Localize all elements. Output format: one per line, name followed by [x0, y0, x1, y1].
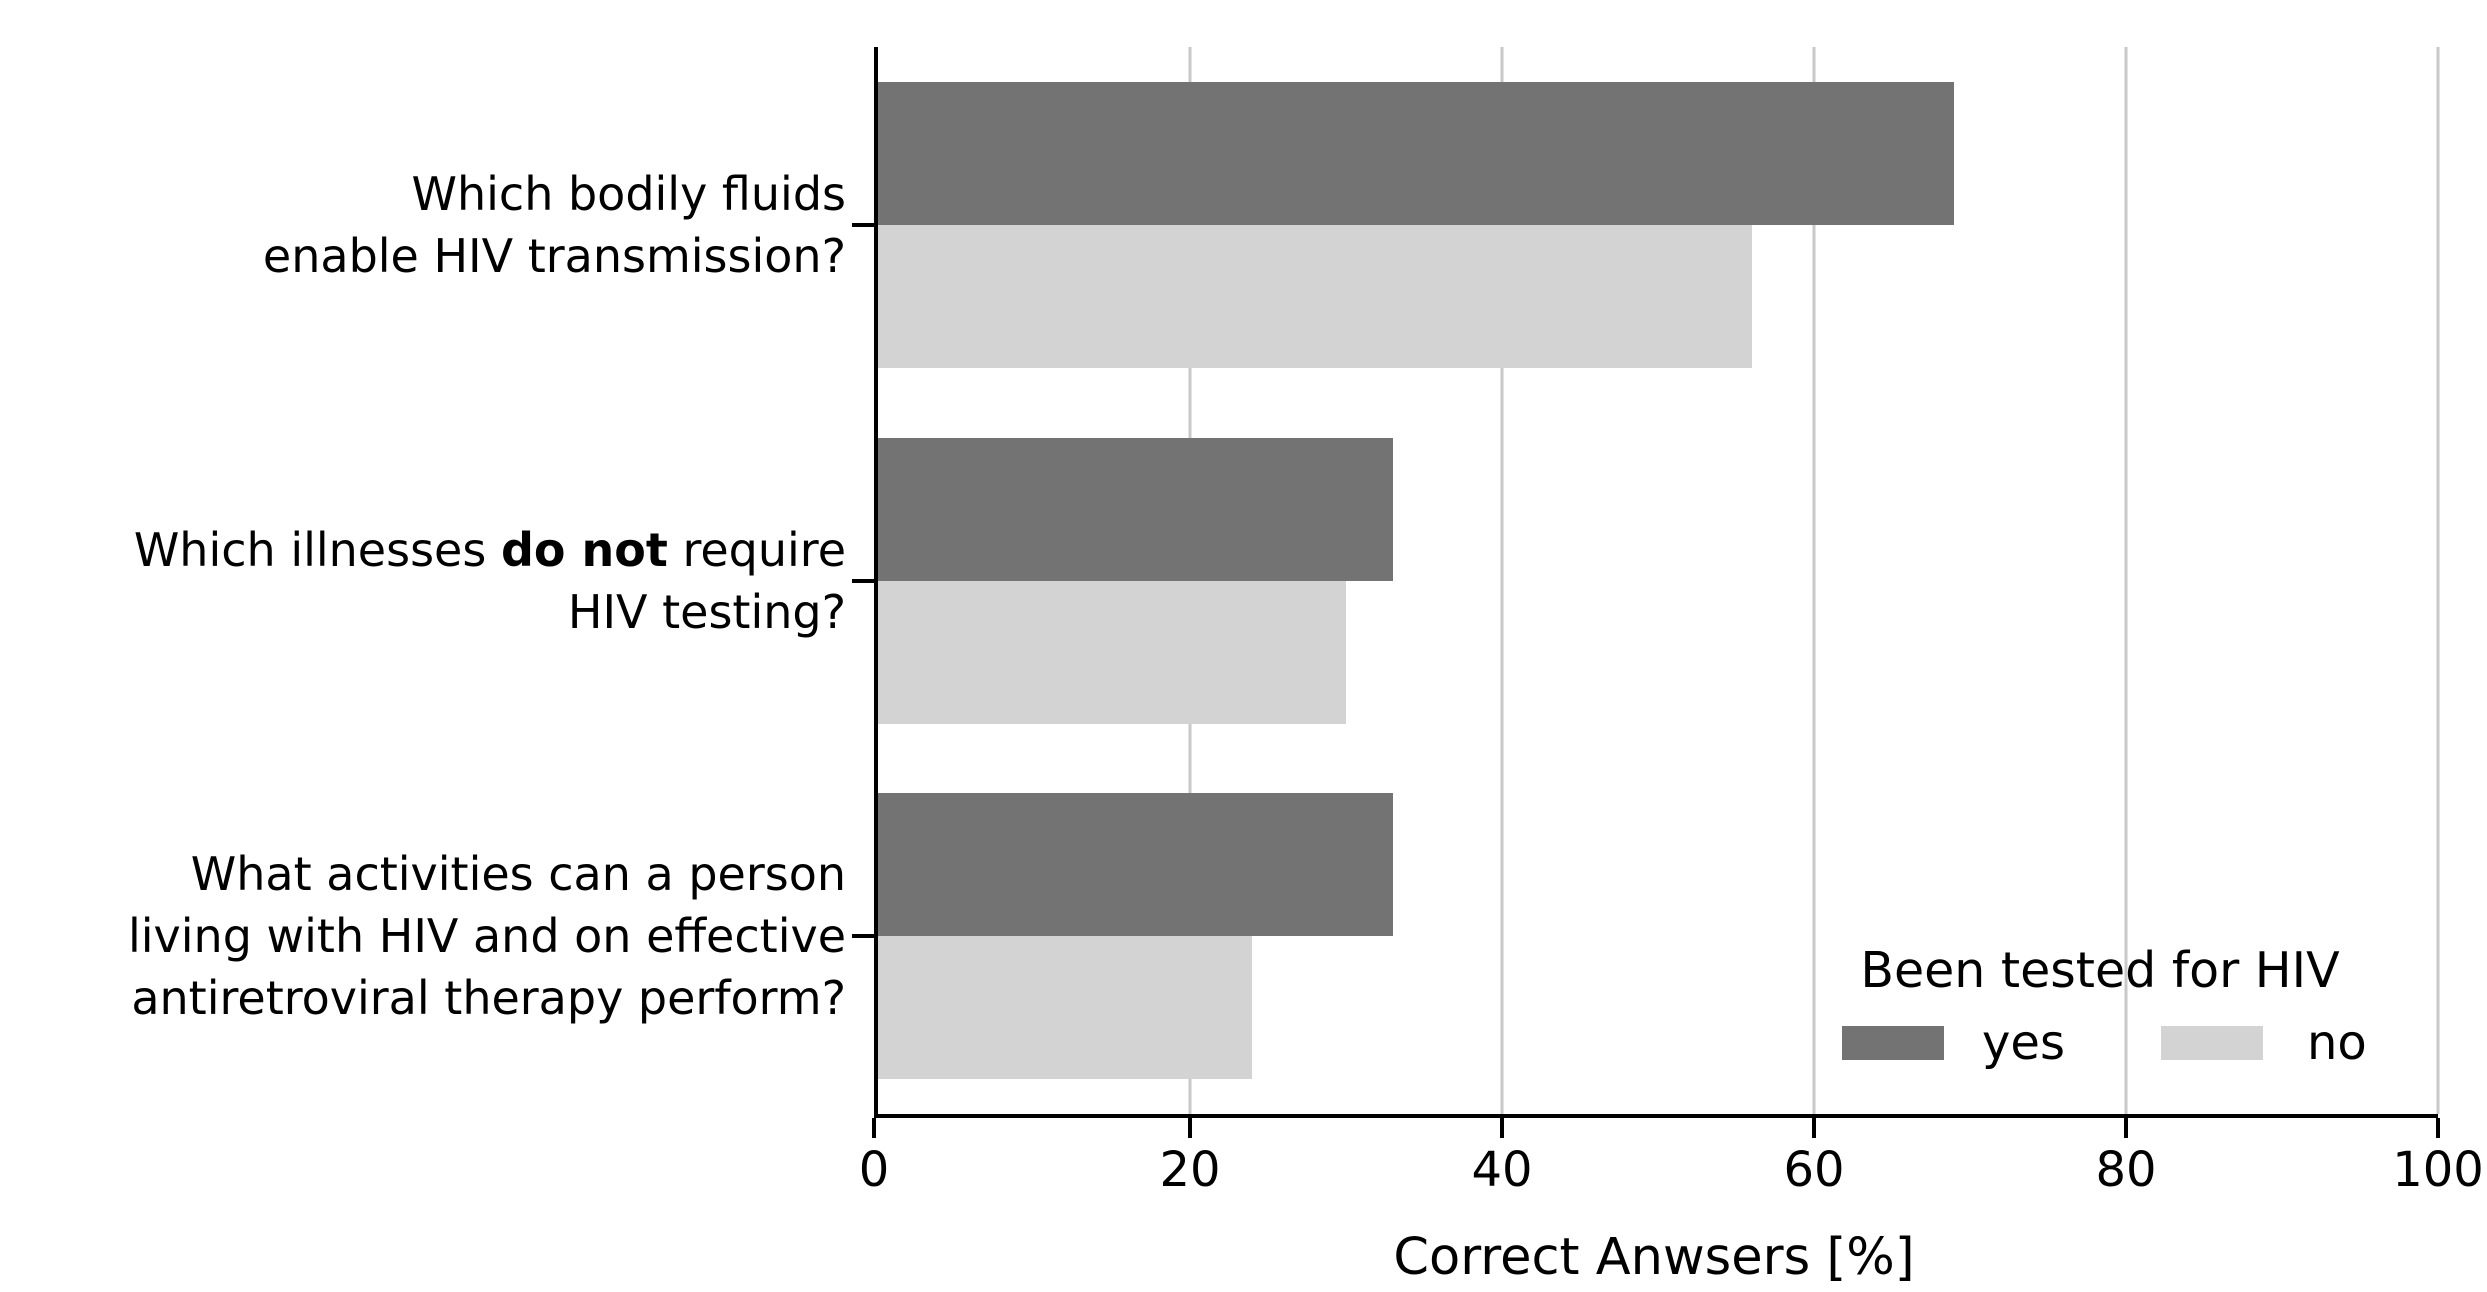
category-label-0: Which bodily fluids enable HIV transmissi… — [262, 166, 846, 283]
x-tick-20 — [1188, 1118, 1192, 1138]
bar-no-2 — [878, 936, 1253, 1080]
x-tick-40 — [1500, 1118, 1504, 1138]
legend-swatch-yes — [1842, 1026, 1944, 1060]
gridline-40 — [1500, 47, 1504, 1114]
bar-yes-1 — [878, 437, 1393, 581]
x-axis-label: Correct Anwsers [%] — [1393, 1228, 1915, 1287]
x-tick-label-60: 60 — [1783, 1142, 1845, 1198]
legend-label-no: no — [2306, 1015, 2367, 1071]
x-tick-label-0: 0 — [858, 1142, 890, 1198]
bar-yes-2 — [878, 793, 1393, 937]
bar-yes-0 — [878, 81, 1955, 225]
legend-swatch-no — [2160, 1026, 2263, 1060]
gridline-80 — [2124, 47, 2128, 1114]
x-tick-label-20: 20 — [1159, 1142, 1221, 1198]
plot-area — [874, 47, 2440, 1118]
bar-no-0 — [878, 224, 1752, 368]
x-tick-label-80: 80 — [2095, 1142, 2157, 1198]
legend-label-yes: yes — [1982, 1015, 2065, 1071]
category-label-2: What activities can a person living with … — [127, 847, 846, 1026]
bar-no-1 — [878, 580, 1346, 724]
y-tick-1 — [852, 578, 874, 583]
x-tick-80 — [2124, 1118, 2128, 1138]
x-tick-label-40: 40 — [1471, 1142, 1533, 1198]
y-tick-2 — [852, 934, 874, 939]
gridline-60 — [1812, 47, 1816, 1114]
x-tick-100 — [2436, 1118, 2440, 1138]
x-tick-60 — [1812, 1118, 1816, 1138]
x-tick-label-100: 100 — [2392, 1142, 2484, 1198]
y-tick-0 — [852, 222, 874, 227]
x-tick-0 — [872, 1118, 876, 1138]
category-label-1: Which illnesses do not require HIV testin… — [133, 522, 846, 639]
legend-title: Been tested for HIV — [1860, 942, 2340, 999]
legend-row: yes no — [1842, 1010, 2367, 1076]
gridline-100 — [2436, 47, 2440, 1114]
